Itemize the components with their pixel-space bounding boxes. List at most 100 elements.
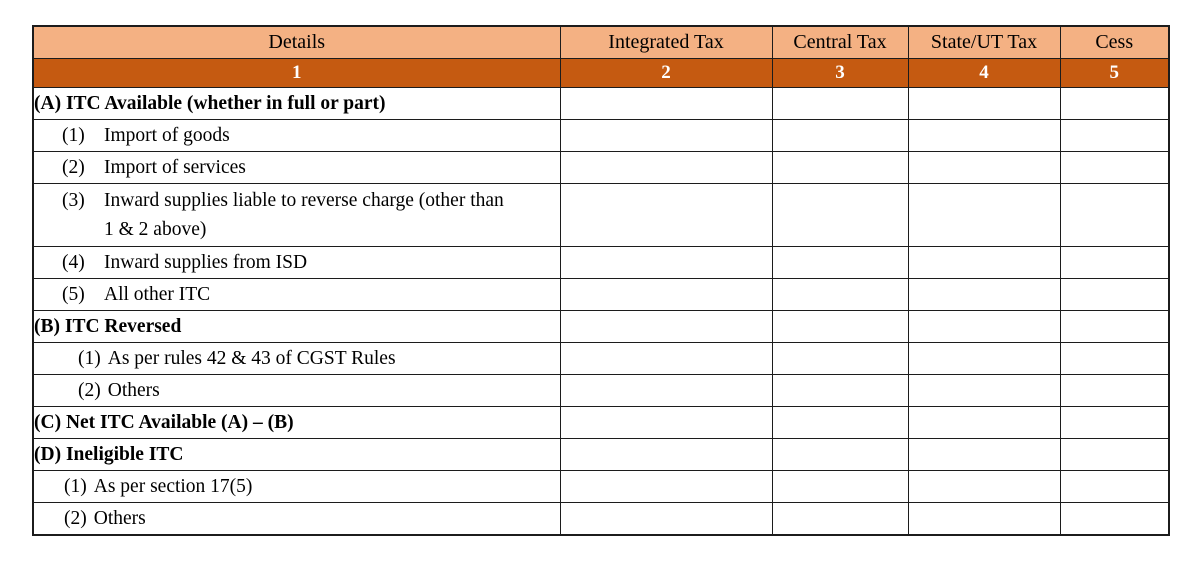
value-cell [907,310,1061,343]
header-cell-central-tax: Central Tax [771,25,909,59]
section-c-label: (C) Net ITC Available (A) – (B) [34,411,294,433]
value-cell [771,151,909,184]
table-row-a2: (2) Import of services [32,151,1170,184]
value-cell [559,119,773,152]
header-cell-cess: Cess [1059,25,1170,59]
header-cell-details: Details [32,25,561,59]
row-label-cell: (2) Others [32,374,561,407]
value-cell [1059,374,1170,407]
value-cell [559,438,773,471]
item-label: Others [107,379,160,401]
row-label-cell: (1) As per rules 42 & 43 of CGST Rules [32,342,561,375]
value-cell [559,310,773,343]
item-number: (2) [78,379,101,401]
value-cell [1059,438,1170,471]
value-cell [771,470,909,503]
value-cell [1059,87,1170,120]
value-cell [771,406,909,439]
table-row-a4: (4) Inward supplies from ISD [32,246,1170,279]
value-cell [1059,246,1170,279]
item-label: Others [93,507,146,529]
header-cell-integrated-tax: Integrated Tax [559,25,773,59]
row-label-cell: (3) Inward supplies liable to reverse ch… [32,183,561,247]
column-number-row: 1 2 3 4 5 [32,58,1170,88]
value-cell [771,342,909,375]
value-cell [771,310,909,343]
section-b-label: (B) ITC Reversed [34,315,182,337]
table-row-a1: (1) Import of goods [32,119,1170,152]
value-cell [1059,183,1170,247]
row-label-cell: (B) ITC Reversed [32,310,561,343]
item-number: (2) [64,507,87,529]
value-cell [559,502,773,536]
table-row-a5: (5) All other ITC [32,278,1170,311]
value-cell [907,278,1061,311]
table-row-a3: (3) Inward supplies liable to reverse ch… [32,183,1170,247]
value-cell [907,406,1061,439]
value-cell [559,183,773,247]
value-cell [771,246,909,279]
value-cell [1059,119,1170,152]
item-label: All other ITC [104,283,211,305]
value-cell [559,246,773,279]
table-row-d1: (1) As per section 17(5) [32,470,1170,503]
table-row-b2: (2) Others [32,374,1170,407]
row-label-cell: (1) As per section 17(5) [32,470,561,503]
column-number-3: 3 [771,58,909,88]
item-label: Import of services [104,156,246,178]
column-number-5: 5 [1059,58,1170,88]
value-cell [1059,406,1170,439]
row-label-cell: (1) Import of goods [32,119,561,152]
item-label: As per section 17(5) [93,475,253,497]
value-cell [907,246,1061,279]
item-number: (3) [62,190,85,211]
value-cell [771,183,909,247]
value-cell [907,438,1061,471]
table-row-b: (B) ITC Reversed [32,310,1170,343]
value-cell [559,87,773,120]
value-cell [907,119,1061,152]
value-cell [1059,310,1170,343]
item-label: Inward supplies liable to reverse charge… [104,190,504,240]
value-cell [907,470,1061,503]
value-cell [771,119,909,152]
row-label-cell: (C) Net ITC Available (A) – (B) [32,406,561,439]
value-cell [559,406,773,439]
item-number: (4) [62,251,85,273]
row-label-cell: (2) Import of services [32,151,561,184]
value-cell [907,374,1061,407]
value-cell [559,278,773,311]
table-row-c: (C) Net ITC Available (A) – (B) [32,406,1170,439]
item-number: (2) [62,156,85,178]
value-cell [559,342,773,375]
item-number: (5) [62,283,85,305]
value-cell [1059,278,1170,311]
value-cell [907,502,1061,536]
value-cell [907,151,1061,184]
section-d-label: (D) Ineligible ITC [34,443,184,465]
column-number-1: 1 [32,58,561,88]
value-cell [559,374,773,407]
value-cell [1059,342,1170,375]
value-cell [1059,151,1170,184]
column-number-4: 4 [907,58,1061,88]
value-cell [907,342,1061,375]
item-number: (1) [78,347,101,369]
value-cell [771,438,909,471]
row-label-cell: (A) ITC Available (whether in full or pa… [32,87,561,120]
value-cell [559,151,773,184]
value-cell [559,470,773,503]
value-cell [1059,502,1170,536]
table-row-b1: (1) As per rules 42 & 43 of CGST Rules [32,342,1170,375]
table-row-a: (A) ITC Available (whether in full or pa… [32,87,1170,120]
value-cell [771,87,909,120]
table-row-d: (D) Ineligible ITC [32,438,1170,471]
item-label: Import of goods [104,124,230,146]
item-number: (1) [62,124,85,146]
value-cell [771,278,909,311]
value-cell [771,374,909,407]
row-label-cell: (2) Others [32,502,561,536]
value-cell [907,183,1061,247]
row-label-cell: (D) Ineligible ITC [32,438,561,471]
